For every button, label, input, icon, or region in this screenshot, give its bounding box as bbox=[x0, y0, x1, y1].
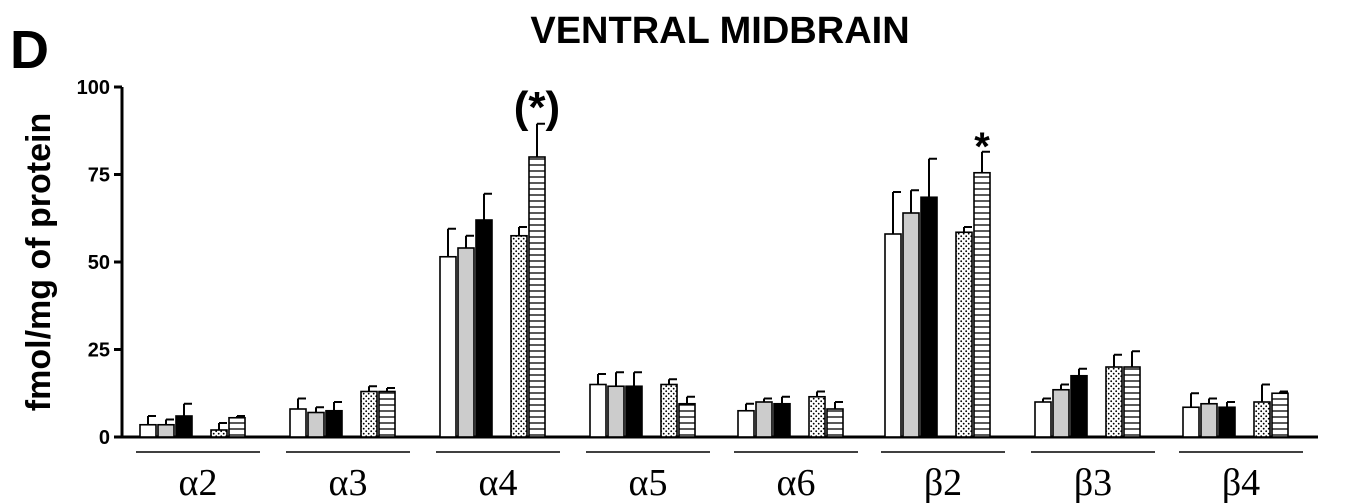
bar bbox=[826, 408, 844, 438]
x-category-label: β4 bbox=[1222, 462, 1260, 504]
x-category-label: α3 bbox=[329, 462, 368, 504]
bar bbox=[360, 390, 378, 438]
bar bbox=[325, 409, 343, 438]
bar bbox=[228, 416, 246, 438]
y-tick-label: 25 bbox=[88, 340, 110, 362]
bar bbox=[210, 429, 228, 438]
bar bbox=[973, 171, 991, 438]
bar bbox=[625, 385, 643, 438]
bar bbox=[660, 383, 678, 438]
x-category-label: α5 bbox=[629, 462, 668, 504]
bar bbox=[607, 385, 625, 438]
bar bbox=[307, 411, 325, 438]
x-category-label: α4 bbox=[479, 462, 518, 504]
bar bbox=[175, 415, 193, 438]
bar bbox=[737, 409, 755, 438]
y-tick-label: 50 bbox=[88, 252, 110, 274]
bar bbox=[510, 234, 528, 438]
bar bbox=[378, 390, 396, 438]
bar bbox=[1034, 401, 1052, 438]
bar bbox=[457, 247, 475, 438]
bar bbox=[1218, 406, 1236, 438]
bar bbox=[955, 231, 973, 438]
bar bbox=[1105, 366, 1123, 438]
bar bbox=[439, 255, 457, 438]
bar bbox=[528, 156, 546, 438]
significance-annotation: (*) bbox=[514, 83, 560, 132]
x-category-label: α2 bbox=[179, 462, 218, 504]
bar bbox=[1123, 366, 1141, 438]
x-category-label: α6 bbox=[777, 462, 816, 504]
bar bbox=[755, 401, 773, 438]
bar bbox=[1253, 401, 1271, 438]
bar bbox=[157, 423, 175, 438]
bar bbox=[1182, 406, 1200, 438]
bar bbox=[589, 383, 607, 438]
bar bbox=[289, 408, 307, 438]
y-axis-label: fmol/mg of protein bbox=[20, 113, 58, 411]
chart-title: VENTRAL MIDBRAIN bbox=[530, 10, 909, 52]
bar bbox=[773, 402, 791, 438]
bar bbox=[920, 196, 938, 438]
x-category-label: β3 bbox=[1074, 462, 1112, 504]
x-category-label: β2 bbox=[924, 462, 962, 504]
bar bbox=[1271, 392, 1289, 438]
bar bbox=[902, 212, 920, 438]
bar bbox=[884, 233, 902, 438]
bar bbox=[1070, 374, 1088, 438]
bar bbox=[1052, 388, 1070, 438]
bar bbox=[139, 423, 157, 438]
panel-label: D bbox=[10, 20, 49, 80]
bar bbox=[678, 402, 696, 438]
y-tick-label: 100 bbox=[77, 77, 110, 99]
significance-annotation: * bbox=[974, 125, 990, 169]
bar bbox=[808, 395, 826, 438]
bar bbox=[1200, 402, 1218, 438]
bar bbox=[475, 219, 493, 438]
y-tick-label: 75 bbox=[88, 165, 110, 187]
y-tick-label: 0 bbox=[99, 427, 110, 449]
